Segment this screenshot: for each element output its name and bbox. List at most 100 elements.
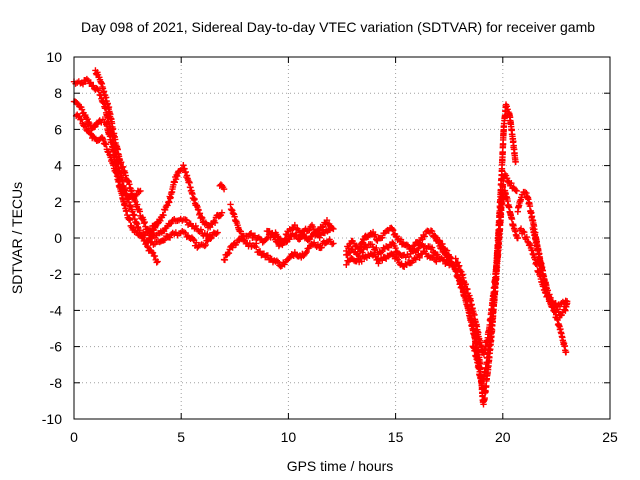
x-axis-label: GPS time / hours bbox=[287, 458, 394, 474]
data-point bbox=[220, 185, 228, 193]
data-point bbox=[161, 236, 169, 244]
data-point bbox=[281, 261, 288, 268]
data-point bbox=[135, 188, 143, 195]
data-point bbox=[372, 231, 379, 238]
data-point bbox=[439, 240, 446, 248]
data-point bbox=[389, 239, 396, 246]
data-point bbox=[428, 244, 436, 251]
axis-ticks bbox=[73, 56, 611, 420]
y-tick-label: 10 bbox=[46, 49, 62, 65]
data-point bbox=[403, 241, 410, 248]
data-point bbox=[503, 103, 511, 110]
data-point bbox=[253, 243, 260, 251]
data-point bbox=[443, 247, 451, 254]
data-point bbox=[246, 231, 254, 238]
data-point bbox=[373, 244, 380, 252]
data-point bbox=[283, 231, 290, 239]
data-point bbox=[318, 244, 325, 251]
data-point bbox=[355, 252, 363, 260]
data-point bbox=[140, 219, 148, 227]
chart-title: Day 098 of 2021, Sidereal Day-to-day VTE… bbox=[81, 19, 595, 35]
data-point bbox=[197, 226, 205, 233]
data-point bbox=[562, 348, 570, 356]
data-point bbox=[211, 219, 219, 226]
x-tick-label: 15 bbox=[388, 429, 404, 445]
x-tick-label: 20 bbox=[495, 429, 511, 445]
data-point bbox=[328, 223, 335, 231]
data-point bbox=[456, 262, 463, 269]
data-point bbox=[78, 106, 86, 113]
data-point bbox=[141, 218, 148, 226]
data-point bbox=[549, 301, 557, 309]
data-point bbox=[166, 234, 174, 241]
data-point bbox=[379, 257, 386, 264]
data-point bbox=[434, 251, 441, 258]
data-point bbox=[264, 252, 272, 259]
data-point bbox=[216, 212, 223, 220]
data-point bbox=[94, 85, 101, 93]
data-point bbox=[151, 252, 159, 260]
data-point bbox=[314, 241, 322, 248]
data-point bbox=[246, 240, 254, 247]
data-point bbox=[213, 230, 220, 237]
data-point bbox=[293, 231, 300, 239]
y-tick-label: -8 bbox=[50, 375, 63, 391]
data-point bbox=[85, 118, 92, 126]
data-point bbox=[521, 188, 529, 196]
y-axis-label: SDTVAR / TECUs bbox=[9, 182, 25, 294]
data-point bbox=[149, 249, 157, 257]
data-points bbox=[70, 67, 571, 408]
data-point bbox=[78, 116, 85, 123]
data-point bbox=[447, 254, 454, 261]
y-tick-label: -10 bbox=[42, 411, 62, 427]
data-point bbox=[299, 232, 306, 239]
x-tick-label: 5 bbox=[177, 429, 185, 445]
data-point bbox=[514, 234, 522, 242]
data-point bbox=[202, 241, 209, 249]
y-tick-labels: -10 -8 -6 -4 -2 0 2 4 6 8 10 bbox=[42, 49, 62, 427]
y-tick-label: 8 bbox=[54, 85, 62, 101]
data-point bbox=[475, 365, 483, 372]
data-point bbox=[263, 235, 270, 243]
data-point bbox=[201, 242, 208, 250]
data-point bbox=[268, 229, 276, 237]
data-point bbox=[225, 250, 233, 257]
data-point bbox=[137, 187, 144, 195]
data-point bbox=[394, 256, 401, 263]
y-tick-label: -6 bbox=[50, 339, 63, 355]
data-point bbox=[392, 244, 399, 252]
data-point bbox=[153, 259, 160, 266]
data-point bbox=[360, 236, 368, 244]
x-tick-label: 10 bbox=[281, 429, 297, 445]
data-point bbox=[82, 123, 89, 130]
data-point bbox=[416, 254, 423, 261]
data-point bbox=[513, 187, 520, 195]
data-point bbox=[79, 80, 87, 88]
data-point bbox=[141, 232, 148, 239]
data-point bbox=[359, 249, 366, 256]
data-point bbox=[168, 220, 175, 227]
data-point bbox=[358, 240, 365, 247]
data-point bbox=[74, 100, 81, 107]
data-point bbox=[95, 87, 102, 94]
data-point bbox=[161, 206, 169, 214]
y-tick-label: -2 bbox=[50, 266, 63, 282]
data-point bbox=[302, 250, 309, 257]
data-point bbox=[193, 239, 200, 246]
data-point bbox=[519, 228, 527, 235]
data-point bbox=[296, 235, 304, 243]
data-point bbox=[126, 216, 134, 224]
data-point bbox=[512, 158, 519, 166]
data-point bbox=[199, 214, 206, 222]
data-point bbox=[189, 235, 197, 243]
y-tick-label: 0 bbox=[54, 230, 62, 246]
data-point bbox=[240, 236, 247, 243]
data-point bbox=[303, 248, 310, 256]
y-tick-label: 2 bbox=[54, 194, 62, 210]
data-point bbox=[102, 141, 110, 148]
y-tick-label: -4 bbox=[50, 302, 63, 318]
data-point bbox=[397, 236, 405, 243]
data-point bbox=[563, 298, 571, 305]
data-point bbox=[504, 106, 511, 113]
data-point bbox=[157, 217, 164, 225]
